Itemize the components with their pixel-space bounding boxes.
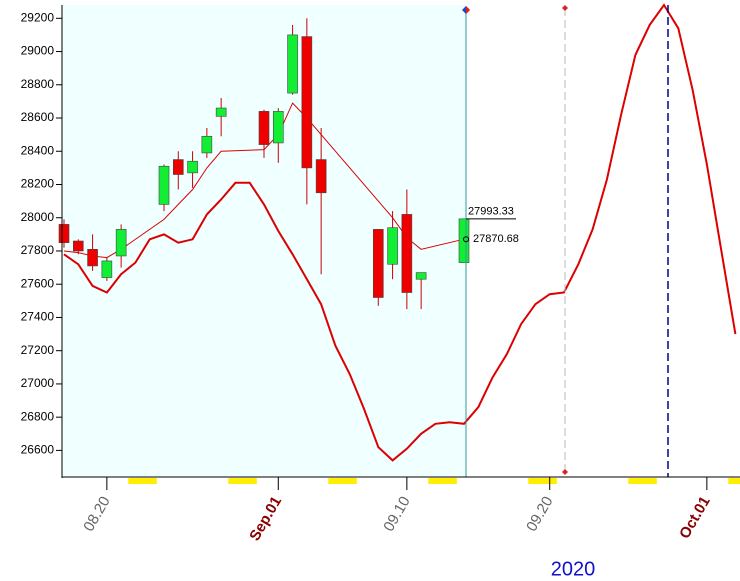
y-tick-label: 26600 (21, 443, 55, 457)
price-marker (463, 236, 469, 243)
x-tick-label: 09.20 (523, 493, 556, 534)
candle-body (387, 227, 398, 265)
year-label: 2020 (551, 558, 596, 580)
x-tick-label: Oct.01 (676, 493, 714, 541)
candle-body (372, 229, 384, 298)
candle-body (115, 229, 127, 257)
x-tick-label: 09.10 (380, 493, 413, 534)
y-tick-label: 26800 (21, 409, 55, 423)
weekend-marker (442, 478, 457, 484)
candle-body (187, 160, 198, 174)
price-label: 27993.33 (468, 206, 514, 218)
weekend-marker (328, 478, 343, 484)
weekend-marker (428, 478, 443, 484)
candle-body (201, 135, 213, 154)
y-tick-label: 27000 (21, 376, 55, 390)
candle-body (87, 249, 98, 267)
candle-body (315, 159, 327, 194)
candle-body (215, 107, 227, 117)
weekend-marker (142, 478, 157, 484)
candle-body (101, 260, 113, 278)
diamond-marker-half (466, 6, 470, 14)
candle-body (158, 165, 170, 205)
weekend-marker (242, 478, 257, 484)
weekend-marker (628, 478, 643, 484)
y-tick-label: 27200 (21, 343, 55, 357)
y-tick-label: 28200 (21, 177, 55, 191)
weekend-marker (228, 478, 243, 484)
candle-body (258, 111, 270, 145)
y-tick-label: 28400 (21, 143, 55, 157)
candle-body (401, 214, 413, 293)
history-background (62, 5, 466, 477)
candle-body (72, 240, 84, 252)
candle-body (287, 34, 298, 94)
y-tick-label: 29000 (21, 44, 55, 58)
y-tick-label: 27600 (21, 276, 55, 290)
diamond-marker (562, 469, 568, 475)
y-tick-label: 27400 (21, 310, 55, 324)
weekend-marker (528, 478, 543, 484)
y-tick-label: 28800 (21, 77, 55, 91)
candle-body (172, 159, 184, 175)
price-label: 27870.68 (473, 233, 519, 245)
y-tick-label: 29200 (21, 10, 55, 24)
diamond-marker (562, 5, 568, 11)
weekend-marker (342, 478, 357, 484)
weekend-marker (642, 478, 657, 484)
line-series (63, 102, 465, 259)
weekend-marker (128, 478, 143, 484)
y-tick-label: 28600 (21, 110, 55, 124)
y-tick-label: 28000 (21, 210, 55, 224)
line-series (63, 3, 737, 462)
x-tick-label: 08.20 (80, 493, 113, 534)
candle-body (272, 111, 284, 144)
x-tick-label: Sep.01 (246, 493, 285, 543)
weekend-marker (728, 478, 740, 484)
candle-body (58, 224, 70, 243)
y-tick-label: 27800 (21, 243, 55, 257)
candle-body (301, 36, 313, 169)
candle-body (415, 272, 427, 280)
